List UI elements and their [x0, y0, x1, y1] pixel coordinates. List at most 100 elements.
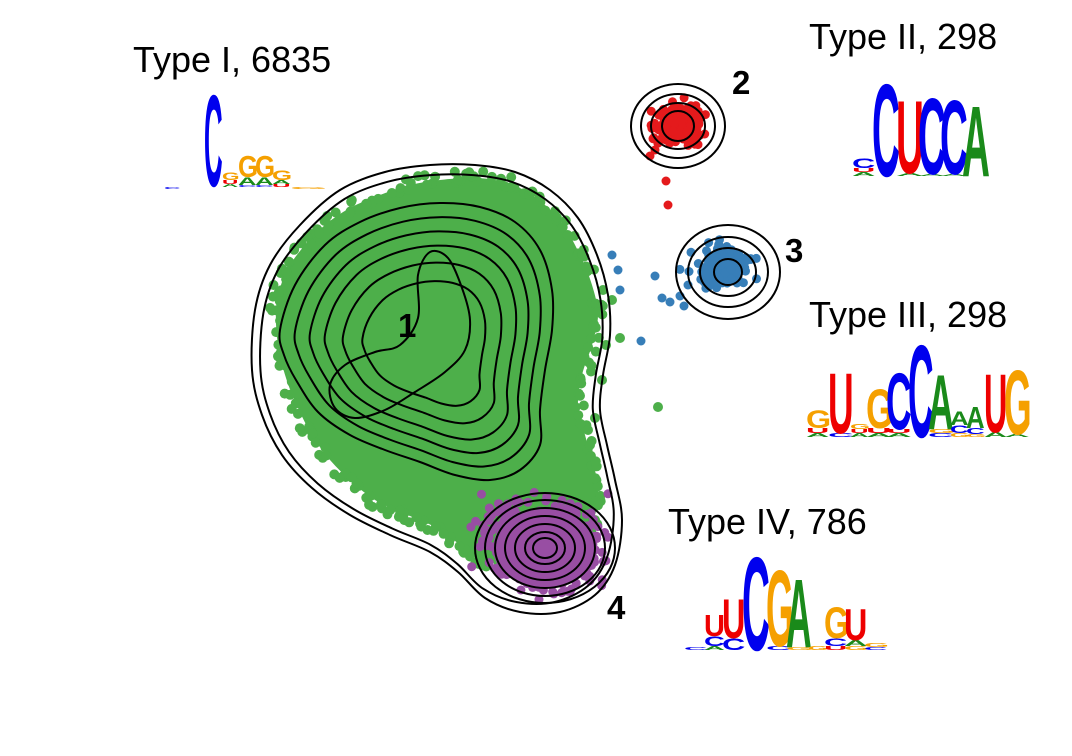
- cluster-1-point: [346, 472, 357, 483]
- cluster-1-point: [394, 505, 405, 516]
- type-2-logo: C: [918, 77, 946, 198]
- cluster-3-point: [636, 336, 646, 346]
- cluster-3-point: [679, 301, 689, 311]
- cluster-1-point: [274, 296, 285, 307]
- cluster-1-point: [573, 410, 584, 421]
- type-4-logo: A: [786, 559, 812, 668]
- cluster-1-contour: [278, 201, 555, 482]
- density-contours: [250, 83, 781, 615]
- type-title-1: Type I, 6835: [133, 39, 331, 80]
- type-4-logo: C: [742, 529, 770, 678]
- type-3-logo: U: [850, 428, 869, 434]
- cluster-4-contour: [532, 537, 558, 559]
- type-3-logo: A: [966, 400, 985, 435]
- cluster-4-point: [475, 542, 485, 552]
- cluster-4-contour: [524, 531, 566, 565]
- type-3-logo: C: [966, 427, 985, 436]
- cluster-1-point: [500, 181, 511, 192]
- type-2-logo: A: [918, 173, 946, 176]
- cluster-4-contour: [474, 492, 616, 604]
- cluster-1-point: [583, 342, 594, 353]
- cluster-1-point: [323, 219, 334, 230]
- cluster-1-point: [551, 212, 562, 223]
- cluster-1-contour: [293, 216, 542, 468]
- cluster-1-point: [540, 205, 551, 216]
- cluster-2-contour: [661, 110, 695, 142]
- type-4-logo: U: [722, 588, 745, 650]
- cluster-label-2: 2: [732, 64, 750, 101]
- cluster-3-point: [607, 250, 617, 260]
- type-3-logo: U: [866, 427, 892, 435]
- type-3-logo: G: [950, 432, 970, 438]
- type-1-logo: A: [272, 179, 291, 185]
- type-3-logo: A: [1004, 433, 1030, 438]
- cluster-4-point: [477, 489, 486, 499]
- cluster-1-point: [560, 215, 571, 226]
- cluster-1-point: [590, 473, 601, 484]
- cluster-1-point: [430, 171, 441, 182]
- cluster-4-point: [492, 521, 502, 531]
- type-3-logo: C: [950, 423, 969, 435]
- type-4-logo: C: [766, 645, 792, 651]
- cluster-4-contour: [484, 499, 606, 597]
- cluster-1-point: [579, 352, 590, 363]
- cluster-2-contour: [630, 83, 726, 169]
- cluster-3-contour: [675, 224, 781, 320]
- cluster-1-point: [271, 305, 282, 316]
- cluster-1-point: [344, 208, 355, 218]
- cluster-1-point: [330, 207, 341, 218]
- cluster-1-point: [365, 491, 376, 501]
- cluster-label-1: 1: [398, 307, 416, 344]
- type-3-logo: A: [886, 432, 912, 438]
- cluster-3-point: [751, 253, 761, 263]
- cluster-4-contour: [504, 515, 586, 581]
- cluster-1-point: [386, 188, 397, 198]
- cluster-1-point: [590, 322, 601, 333]
- cluster-1-point: [575, 390, 585, 401]
- type-1-logo: G: [222, 170, 240, 182]
- cluster-1-point: [361, 198, 372, 209]
- type-4-logo: U: [844, 601, 867, 650]
- type-1-logo: C: [204, 68, 223, 214]
- type-1-logo: G: [290, 187, 328, 190]
- cluster-3-point: [726, 274, 736, 284]
- cluster-3-contour: [713, 258, 743, 286]
- type-1-logo: A: [255, 175, 274, 187]
- type-3-logo: U: [984, 358, 1007, 450]
- type-1-logo: G: [272, 168, 292, 183]
- type-4-logo: C: [864, 646, 887, 651]
- cluster-1-point: [302, 231, 313, 242]
- type-1-logo: G: [255, 149, 275, 184]
- cluster-1-point: [395, 183, 406, 194]
- cluster-2-point: [663, 200, 673, 210]
- cluster-2-point: [664, 114, 674, 124]
- cluster-2-point: [657, 133, 667, 143]
- type-2-logo: U: [852, 167, 875, 173]
- cluster-3-point: [741, 256, 750, 266]
- cluster-1-point: [653, 402, 663, 412]
- cluster-1-point: [283, 256, 294, 267]
- cluster-label-3: 3: [785, 232, 803, 269]
- cluster-1-point: [577, 249, 588, 260]
- cluster-3-point: [613, 265, 623, 275]
- type-1-logo: U: [222, 179, 238, 185]
- cluster-1-point: [598, 285, 608, 295]
- cluster-2-point: [661, 176, 671, 186]
- cluster-1-point: [405, 177, 416, 188]
- cluster-2-contour: [640, 93, 716, 159]
- cluster-3-point: [675, 264, 685, 274]
- cluster-1-point: [615, 333, 625, 343]
- type-1-logo: C: [255, 184, 274, 187]
- cluster-3-point: [702, 246, 711, 256]
- type-4-logo: G: [824, 599, 849, 648]
- type-4-logo: G: [786, 646, 814, 651]
- cluster-1-density-area: [275, 178, 599, 560]
- cluster-1-point: [570, 402, 581, 413]
- cluster-1-point: [438, 528, 449, 539]
- cluster-1-point: [286, 376, 297, 387]
- cluster-1-point: [506, 172, 517, 183]
- type-3-logo: A: [928, 358, 954, 445]
- type-4-logo: G: [864, 642, 889, 648]
- type-3-logo: G: [866, 378, 894, 440]
- type-3-logo: G: [1004, 351, 1032, 454]
